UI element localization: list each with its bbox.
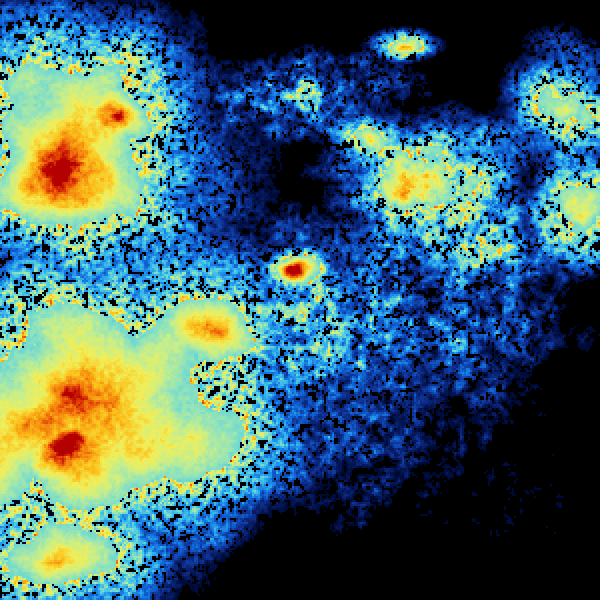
radar-image-viewport[interactable]: [0, 0, 600, 600]
radar-reflectivity-canvas[interactable]: [0, 0, 600, 600]
